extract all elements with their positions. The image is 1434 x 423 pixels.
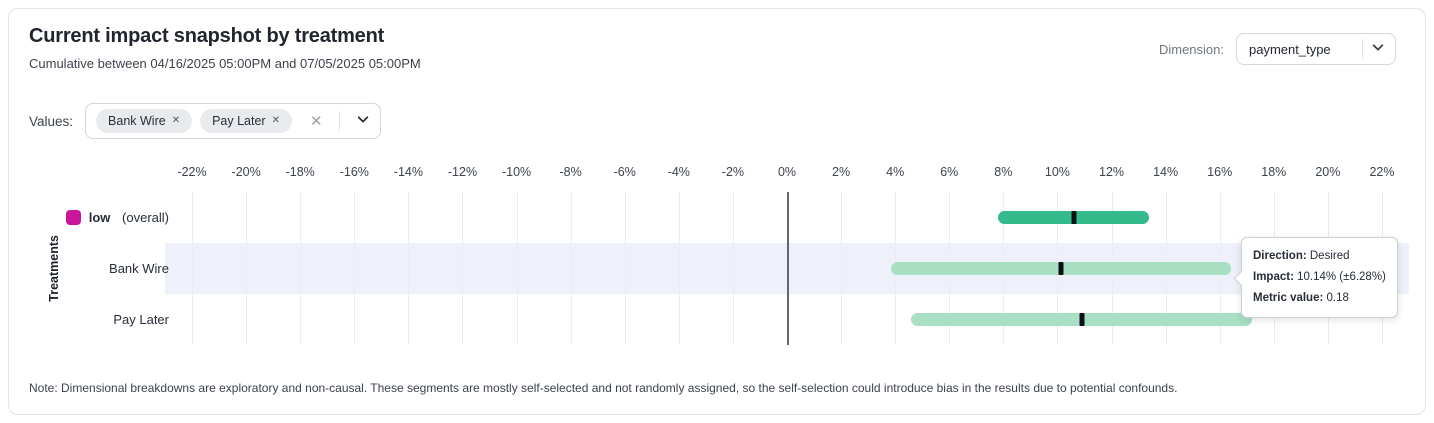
x-gridline — [300, 192, 302, 345]
filter-chip-label: Pay Later — [212, 114, 266, 128]
x-tick-label: 22% — [1369, 165, 1395, 179]
x-tick-label: 6% — [940, 165, 959, 179]
tooltip-line: Impact: 10.14% (±6.28%) — [1253, 267, 1386, 288]
dimension-label: Dimension: — [1158, 41, 1224, 57]
values-filter-row: Values: Bank Wire ✕ Pay Later ✕ ✕ — [29, 103, 381, 139]
x-tick-label: -20% — [231, 165, 261, 179]
row-label: Pay Later — [113, 312, 169, 327]
x-tick-label: -2% — [721, 165, 745, 179]
tooltip: Direction: Desired Impact: 10.14% (±6.28… — [1241, 237, 1398, 318]
dimension-control: Dimension: payment_type — [1159, 33, 1396, 65]
disclaimer-note: Note: Dimensional breakdowns are explora… — [29, 381, 1178, 395]
x-axis: -22% -20% -18% -16% -14% -12% -10% -8% -6% -4% -2%… — [165, 165, 1409, 183]
x-tick-label: 2% — [832, 165, 851, 179]
x-gridline — [246, 192, 248, 345]
x-gridline — [732, 192, 734, 345]
x-tick-label: 4% — [886, 165, 905, 179]
filter-chip-label: Bank Wire — [108, 114, 166, 128]
x-tick-label: -6% — [613, 165, 636, 179]
x-gridline — [678, 192, 680, 345]
tooltip-metric-label: Metric value: — [1253, 292, 1324, 304]
x-gridline — [570, 192, 572, 345]
impact-center-tick — [1071, 211, 1077, 224]
x-tick-label: -4% — [667, 165, 690, 179]
chart-row: low (overall) — [65, 192, 1409, 243]
x-gridline — [624, 192, 626, 345]
filter-chip: Bank Wire ✕ — [96, 109, 193, 133]
x-tick-label: 18% — [1261, 165, 1287, 179]
chart-row: Bank Wire — [109, 243, 1409, 294]
x-tick-label: 8% — [994, 165, 1013, 179]
x-tick-label: 12% — [1099, 165, 1125, 179]
zero-line — [787, 192, 789, 345]
chevron-down-icon[interactable] — [1371, 40, 1385, 59]
x-tick-label: -10% — [501, 165, 532, 179]
chip-remove-icon[interactable]: ✕ — [171, 115, 181, 126]
x-tick-label: 16% — [1207, 165, 1233, 179]
chevron-down-icon[interactable] — [356, 112, 370, 131]
plot-area: low (overall) Bank Wire Pay Later — [65, 192, 1409, 345]
tooltip-direction-value: Desired — [1309, 250, 1350, 262]
filter-chip: Pay Later ✕ — [200, 109, 292, 133]
x-tick-label: -8% — [559, 165, 582, 179]
x-tick-label: 14% — [1153, 165, 1179, 179]
chart-row: Pay Later — [113, 294, 1409, 345]
x-gridline — [408, 192, 410, 345]
x-tick-label: 0% — [777, 165, 797, 179]
tooltip-line: Metric value: 0.18 — [1253, 288, 1386, 309]
values-label: Values: — [29, 113, 74, 129]
tooltip-impact-value: 10.14% (±6.28%) — [1297, 271, 1386, 283]
tooltip-metric-value: 0.18 — [1326, 292, 1349, 304]
x-tick-label: -16% — [339, 165, 369, 179]
impact-center-tick — [1058, 262, 1064, 275]
dimension-dropdown[interactable]: payment_type — [1236, 33, 1396, 65]
clear-all-icon[interactable]: ✕ — [309, 112, 323, 130]
page-title: Current impact snapshot by treatment — [29, 25, 385, 47]
x-gridline — [841, 192, 843, 345]
dropdown-divider — [338, 111, 340, 131]
x-tick-label: -12% — [447, 165, 478, 179]
x-gridline — [354, 192, 356, 345]
impact-center-tick — [1079, 313, 1085, 326]
x-gridline — [516, 192, 518, 345]
x-tick-label: -18% — [285, 165, 315, 179]
dropdown-divider — [1362, 39, 1363, 59]
tooltip-line: Direction: Desired — [1253, 246, 1386, 267]
legend-swatch — [65, 210, 81, 225]
date-range-subtitle: Cumulative between 04/16/2025 05:00PM an… — [29, 56, 421, 71]
x-tick-label: -22% — [177, 165, 207, 179]
values-multiselect[interactable]: Bank Wire ✕ Pay Later ✕ ✕ — [85, 103, 381, 139]
x-tick-label: 20% — [1315, 165, 1341, 179]
x-gridline — [192, 192, 194, 345]
tooltip-impact-label: Impact: — [1253, 271, 1294, 283]
chip-remove-icon[interactable]: ✕ — [271, 115, 280, 126]
tooltip-direction-label: Direction: — [1253, 250, 1307, 262]
x-tick-label: 10% — [1044, 165, 1070, 179]
impact-snapshot-card: Current impact snapshot by treatment Cum… — [8, 8, 1426, 415]
x-tick-label: -14% — [393, 165, 423, 179]
x-gridline — [462, 192, 464, 345]
row-label: Bank Wire — [109, 261, 169, 276]
row-label: low (overall) — [15, 192, 169, 243]
dimension-selected-value: payment_type — [1249, 41, 1331, 57]
